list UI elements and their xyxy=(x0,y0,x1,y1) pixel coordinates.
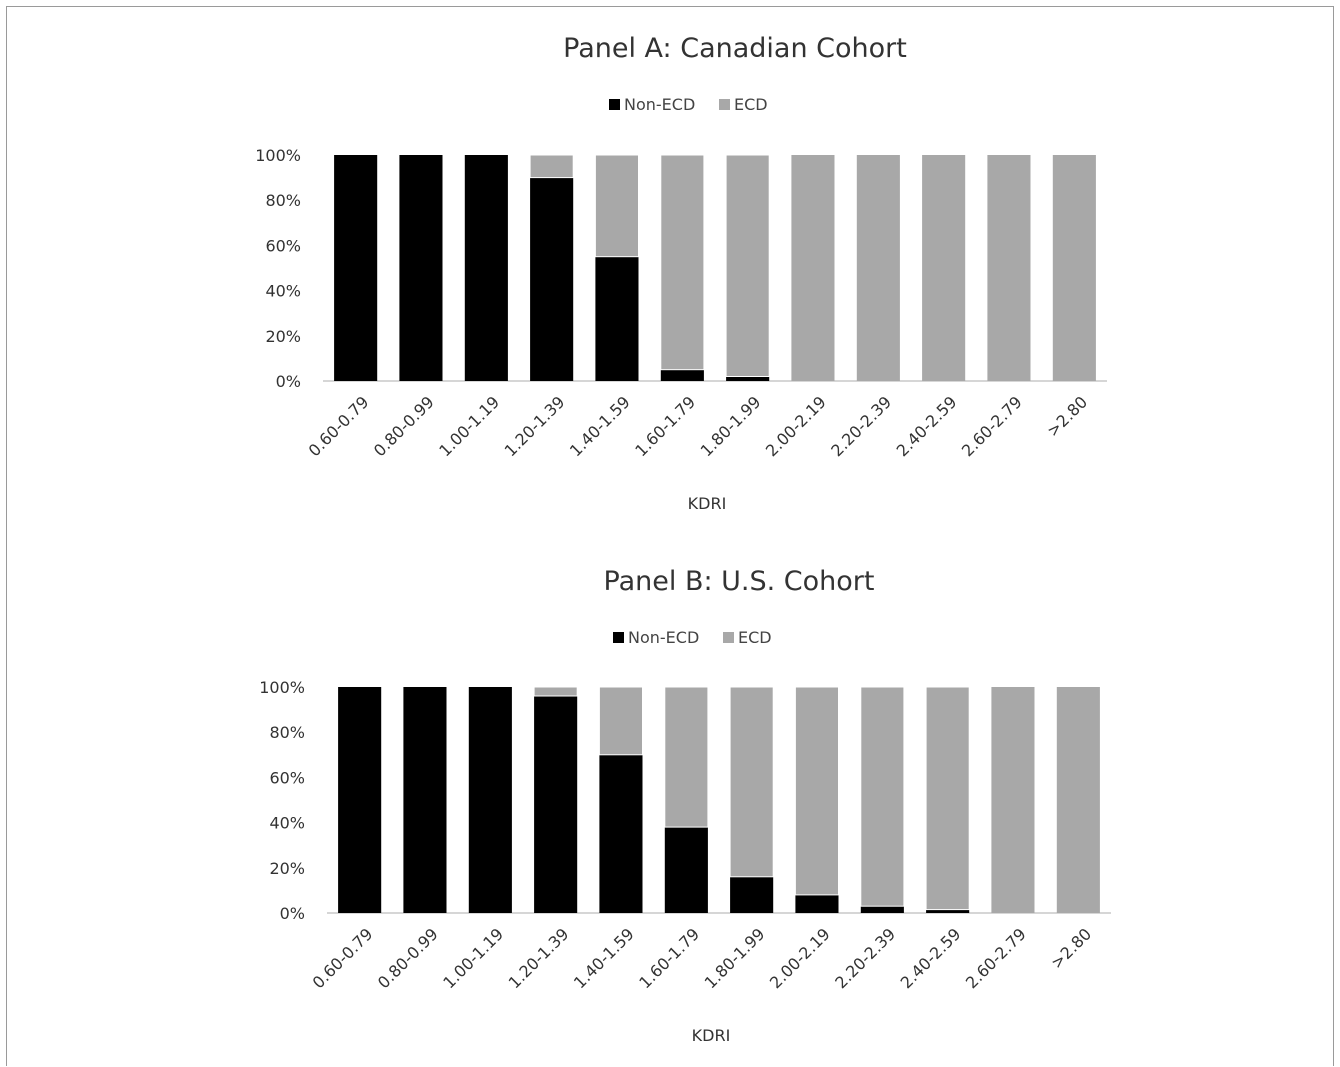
bar-non-ecd xyxy=(926,909,970,913)
x-tick-label: 2.60-2.79 xyxy=(962,924,1030,992)
bar-ecd xyxy=(991,687,1035,913)
bar-ecd xyxy=(529,154,574,179)
x-tick-label: 1.60-1.79 xyxy=(631,392,699,460)
bar-ecd xyxy=(1052,155,1096,381)
y-tick-label: 20% xyxy=(265,327,301,346)
bar-non-ecd xyxy=(399,155,443,381)
x-tick-label: 1.80-1.99 xyxy=(697,392,765,460)
x-tick-label: 1.00-1.19 xyxy=(435,392,503,460)
bar-ecd xyxy=(729,686,774,878)
bar-ecd xyxy=(598,686,644,756)
bar-ecd xyxy=(794,686,840,896)
legend-label-ecd: ECD xyxy=(734,95,768,114)
figure-frame: Panel A: Canadian Cohort Non-ECD ECD 0% 20% 4… xyxy=(6,6,1334,1066)
bar-ecd xyxy=(725,154,770,377)
bar-non-ecd xyxy=(730,876,774,913)
bar-non-ecd xyxy=(334,155,378,381)
x-tick-label: 0.60-0.79 xyxy=(305,392,373,460)
y-tick-label: 80% xyxy=(265,191,301,210)
x-tick-label: 1.20-1.39 xyxy=(505,924,573,992)
bar-non-ecd xyxy=(660,369,704,381)
chart-canvas: Panel A: Canadian Cohort Non-ECD ECD 0% 20% 4… xyxy=(255,33,1111,1045)
y-tick-label: 100% xyxy=(255,146,301,165)
y-tick-label: 60% xyxy=(269,768,305,787)
bar-ecd xyxy=(594,154,640,258)
legend-label-non-ecd: Non-ECD xyxy=(628,628,699,647)
legend-label-ecd: ECD xyxy=(738,628,772,647)
bar-ecd xyxy=(664,686,709,828)
bar-non-ecd xyxy=(338,687,382,913)
x-tick-label: 2.60-2.79 xyxy=(958,392,1026,460)
bar-non-ecd xyxy=(860,906,904,913)
legend-swatch-ecd xyxy=(723,632,734,643)
chart-title: Panel B: U.S. Cohort xyxy=(604,566,875,597)
x-tick-label: 1.80-1.99 xyxy=(701,924,769,992)
bar-non-ecd xyxy=(530,177,574,381)
x-tick-label: 2.00-2.19 xyxy=(766,924,834,992)
y-tick-label: 20% xyxy=(269,859,305,878)
bar-non-ecd xyxy=(464,155,508,381)
y-tick-label: 100% xyxy=(259,678,305,697)
x-tick-label: 2.20-2.39 xyxy=(827,392,895,460)
bar-non-ecd xyxy=(726,376,770,381)
bar-ecd xyxy=(791,155,835,381)
x-tick-label: 1.60-1.79 xyxy=(635,924,703,992)
bar-ecd xyxy=(860,686,905,907)
bar-non-ecd xyxy=(795,894,839,913)
y-tick-label: 0% xyxy=(276,372,301,391)
y-tick-label: 0% xyxy=(280,904,305,923)
x-tick-label: 0.80-0.99 xyxy=(370,392,438,460)
x-tick-label: 1.40-1.59 xyxy=(566,392,634,460)
legend-label-non-ecd: Non-ECD xyxy=(624,95,695,114)
x-axis-title: KDRI xyxy=(692,1026,731,1045)
x-axis-title: KDRI xyxy=(688,494,727,513)
legend-swatch-non-ecd xyxy=(613,632,624,643)
bar-non-ecd xyxy=(534,696,578,913)
bar-non-ecd xyxy=(468,687,512,913)
x-tick-label: 0.60-0.79 xyxy=(309,924,377,992)
y-tick-label: 40% xyxy=(265,282,301,301)
x-tick-label: 1.20-1.39 xyxy=(501,392,569,460)
y-tick-label: 60% xyxy=(265,236,301,255)
legend-swatch-non-ecd xyxy=(609,99,620,110)
x-tick-label: 0.80-0.99 xyxy=(374,924,442,992)
bar-ecd xyxy=(660,154,705,371)
x-tick-label: 2.00-2.19 xyxy=(762,392,830,460)
x-tick-label: 2.20-2.39 xyxy=(831,924,899,992)
bar-ecd xyxy=(925,686,970,911)
bar-ecd xyxy=(1056,687,1100,913)
bar-ecd xyxy=(533,686,578,697)
bar-ecd xyxy=(922,155,966,381)
y-tick-label: 40% xyxy=(269,814,305,833)
y-tick-label: 80% xyxy=(269,723,305,742)
bar-non-ecd xyxy=(599,754,643,913)
x-tick-label: 2.40-2.59 xyxy=(897,924,965,992)
bar-non-ecd xyxy=(403,687,447,913)
x-tick-label: 2.40-2.59 xyxy=(893,392,961,460)
legend-swatch-ecd xyxy=(719,99,730,110)
x-tick-label: 1.40-1.59 xyxy=(570,924,638,992)
x-tick-label: >2.80 xyxy=(1043,392,1091,440)
bar-non-ecd xyxy=(664,827,708,913)
bar-ecd xyxy=(987,155,1031,381)
bar-ecd xyxy=(856,155,900,381)
x-tick-label: 1.00-1.19 xyxy=(439,924,507,992)
chart-title: Panel A: Canadian Cohort xyxy=(563,33,907,64)
x-tick-label: >2.80 xyxy=(1047,924,1095,972)
bar-non-ecd xyxy=(595,256,639,381)
